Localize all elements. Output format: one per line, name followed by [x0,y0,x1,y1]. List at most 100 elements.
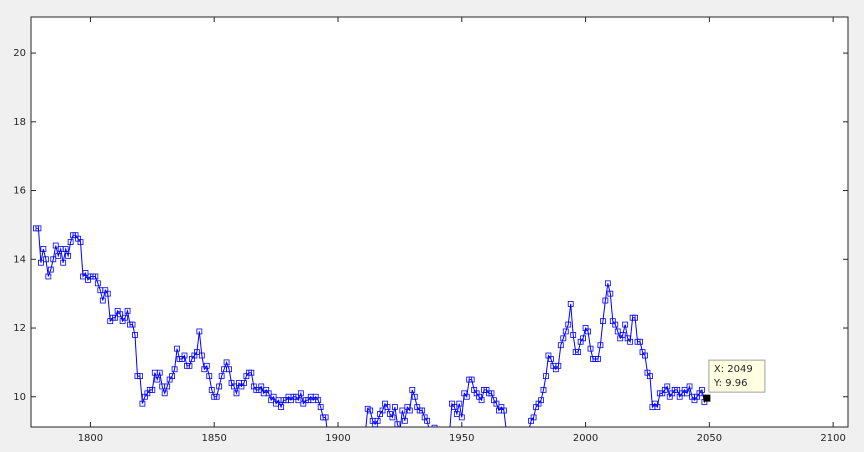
x-tick-label: 1950 [449,433,474,444]
data-marker [562,328,569,335]
plot-area [33,225,710,427]
data-marker [451,404,458,410]
data-marker [602,297,609,304]
data-marker [117,311,124,318]
data-marker [587,345,594,352]
datatip-y: Y: 9.96 [713,378,748,389]
data-marker [607,290,614,297]
data-marker [317,404,324,410]
data-marker [38,259,44,266]
data-marker [124,307,131,314]
data-marker [198,352,205,359]
datatip-x: X: 2049 [714,364,753,375]
x-tick-label: 2050 [697,433,722,444]
data-marker [632,314,638,321]
data-marker [164,383,171,390]
data-marker [149,386,156,393]
data-marker [597,342,604,349]
axes-box [30,16,849,428]
y-tick-label: 12 [13,323,26,334]
x-tick-label: 2100 [820,433,845,444]
y-tick-label: 14 [13,254,26,265]
data-marker [580,335,586,342]
data-marker [315,397,322,404]
data-marker [154,376,161,383]
data-marker [216,383,223,390]
data-marker [555,362,562,369]
data-marker [213,393,220,400]
data-marker [47,266,54,273]
data-marker [394,421,401,427]
data-marker [401,417,408,424]
data-marker [399,407,406,414]
data-marker [543,373,549,380]
data-marker [595,356,601,362]
y-tick-label: 10 [13,392,26,403]
data-marker [379,407,386,414]
data-marker [132,331,138,338]
datatip-point [703,394,711,402]
data-marker [278,404,284,410]
data-marker [104,290,111,297]
x-tick-label: 1850 [201,433,226,444]
data-marker [431,424,438,427]
data-marker [181,352,188,359]
y-tick-label: 20 [13,48,26,59]
data-marker [77,239,84,246]
data-marker [458,414,465,421]
data-marker [419,407,426,414]
y-tick-label: 16 [13,186,26,197]
data-marker [612,321,619,328]
data-marker [622,321,629,328]
data-marker [265,390,272,397]
data-marker [241,380,247,386]
data-marker [456,400,463,407]
datatip[interactable]: X: 2049 Y: 9.96 [703,359,766,402]
data-marker [637,338,643,345]
data-marker [218,373,225,380]
data-marker [62,246,69,252]
data-marker [389,414,396,421]
data-marker [585,328,591,335]
data-marker [203,362,210,369]
data-marker [392,404,398,410]
data-marker [575,349,582,355]
data-marker [208,386,215,393]
data-marker [55,252,62,259]
data-marker [196,328,203,335]
data-marker [206,373,213,380]
data-marker [500,407,507,414]
data-marker [297,390,304,397]
data-marker [647,373,653,380]
data-marker [233,390,240,397]
data-marker [699,386,705,393]
data-marker [226,366,232,373]
y-tick-label: 18 [13,117,26,128]
data-marker [161,390,168,397]
data-marker [488,390,495,397]
data-marker [604,280,611,287]
data-marker [129,321,136,328]
data-marker [193,349,200,355]
data-marker [367,407,374,414]
data-marker [567,301,574,307]
data-marker [540,386,547,393]
data-marker [684,390,690,397]
data-marker [560,335,567,342]
data-marker [557,342,564,349]
data-marker [453,411,460,417]
data-marker [384,404,391,410]
data-marker [322,414,329,421]
data-marker [642,352,648,359]
data-marker [674,386,681,393]
data-marker [174,345,180,352]
data-marker [565,321,572,328]
data-marker [538,397,544,404]
data-marker [40,246,47,252]
data-marker [122,314,128,321]
data-marker [478,397,485,404]
data-marker [45,273,52,280]
data-marker [92,273,99,280]
